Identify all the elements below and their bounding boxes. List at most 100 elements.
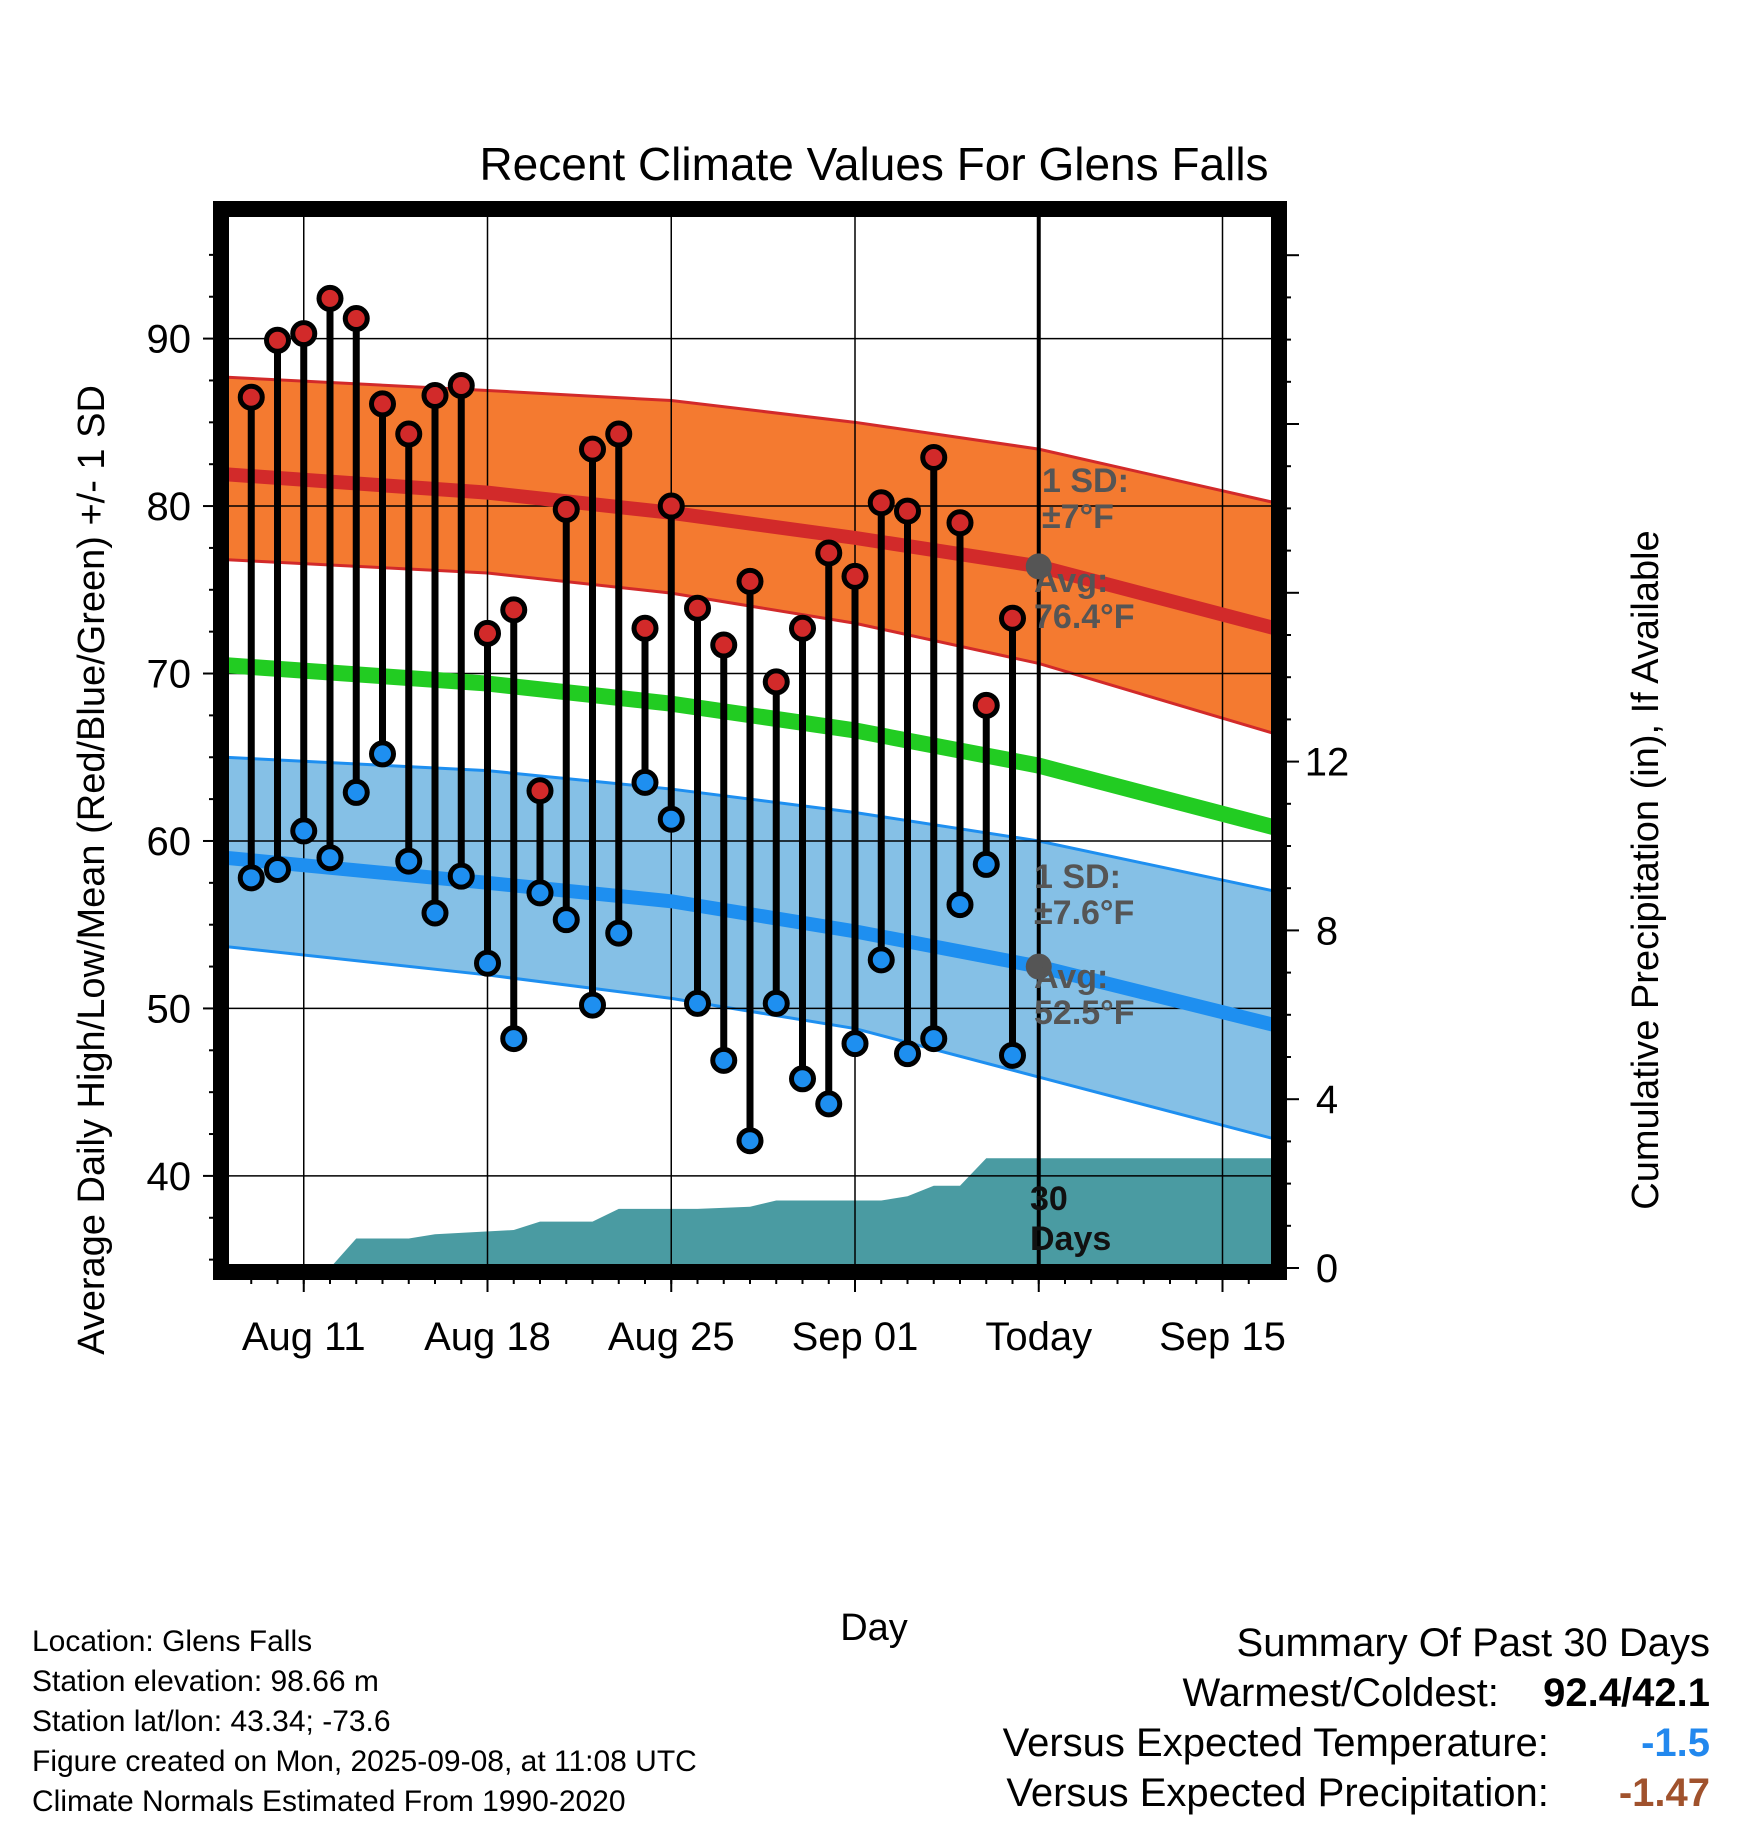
daily-high-point [552,495,580,523]
high-sd-label: 1 SD: [1042,462,1129,500]
summary-heading: Summary Of Past 30 Days [1236,1621,1710,1665]
low-sd-upper-line [225,755,1275,893]
x-tick-label-sep-15: Sep 15 [1159,1315,1286,1359]
daily-high-point [342,305,370,332]
info-elevation: Station elevation: 98.66 m [32,1665,379,1698]
y-tick-label-70: 70 [147,653,192,697]
high-avg-value: 76.4°F [1034,598,1135,636]
daily-low-point [841,1030,869,1058]
high-normal-line [225,467,1275,636]
daily-high-point [395,420,423,448]
high-sd-lower-line [225,558,1275,736]
low-avg-value: 52.5°F [1034,994,1135,1032]
x-tick-label-aug-18: Aug 18 [424,1315,551,1359]
daily-high-point [526,777,554,805]
daily-high-point [631,614,659,642]
low-sd-lower-line [225,944,1275,1141]
daily-low-point [762,989,790,1017]
climate-chart: Recent Climate Values For Glens Falls 1 … [71,138,1667,1359]
daily-low-point [264,855,291,883]
daily-high-point [237,383,265,411]
daily-low-point [631,768,659,796]
daily-low-point [237,864,265,892]
daily-high-point [316,284,344,312]
daily-high-point [710,631,738,659]
y2-tick-label-8: 8 [1316,909,1338,953]
period-days-unit: Days [1030,1220,1111,1258]
summary-temp: Versus Expected Temperature: -1.5 [1003,1718,1710,1768]
station-info: Location: Glens Falls Station elevation:… [32,1622,697,1822]
y-tick-label-60: 60 [147,820,192,864]
daily-low-point [920,1025,948,1053]
y2-tick-label-0: 0 [1316,1247,1338,1291]
info-created: Figure created on Mon, 2025-09-08, at 11… [32,1745,697,1778]
x-tick-label-sep-01: Sep 01 [792,1315,919,1359]
y-tick-label-90: 90 [147,318,192,362]
precip-area [251,1158,1275,1268]
daily-high-point [264,326,291,354]
daily-low-point [579,991,606,1019]
plot-inner [225,213,1275,1268]
y-tick-label-80: 80 [147,485,192,529]
daily-low-point [736,1127,764,1155]
daily-high-point [841,562,869,590]
daily-low-point [369,740,396,768]
daily-low-point [946,891,974,919]
daily-high-point [946,509,974,537]
daily-high-point [762,668,790,696]
today-low-avg-marker [1025,953,1052,980]
daily-high-point [290,320,318,348]
daily-high-point [815,539,843,567]
daily-high-point [999,604,1026,632]
x-tick-label-today: Today [985,1315,1092,1359]
daily-low-point [316,844,344,872]
y2-tick-label-12: 12 [1305,741,1350,785]
daily-high-point [369,390,396,418]
temp-value: -1.5 [1641,1721,1710,1765]
daily-high-point [867,489,895,517]
precip-label: Versus Expected Precipitation: [1006,1771,1549,1815]
summary-precip: Versus Expected Precipitation: -1.47 [1003,1768,1710,1818]
daily-high-point [894,497,921,525]
warm-cold-value: 92.4/42.1 [1543,1671,1710,1715]
daily-low-point [342,778,370,806]
x-axis-title-area: Day [840,1607,908,1649]
daily-low-point [815,1090,843,1118]
x-axis-title: Day [840,1607,908,1649]
daily-low-point [526,879,554,907]
period-days-number: 30 [1030,1180,1068,1218]
y-tick-label-50: 50 [147,987,192,1031]
daily-low-point [867,946,895,974]
daily-high-point [920,443,948,471]
y-axis-label: Average Daily High/Low/Mean (Red/Blue/Gr… [71,385,113,1355]
mean-normal-line [225,657,1275,836]
daily-low-point [684,989,711,1017]
info-location: Location: Glens Falls [32,1625,313,1658]
daily-high-point [579,435,606,463]
daily-high-point [789,614,816,642]
high-sd-value: ±7°F [1042,498,1114,536]
summary-panel: Summary Of Past 30 Days Warmest/Coldest:… [1003,1618,1710,1818]
plot-frame [213,201,1287,1280]
info-normals: Climate Normals Estimated From 1990-2020 [32,1785,626,1818]
daily-high-point [736,567,764,595]
daily-low-point [605,919,633,947]
daily-low-point [447,862,475,890]
low-sd-label: 1 SD: [1034,858,1121,896]
daily-low-point [972,850,1000,878]
low-avg-label: Avg: [1034,958,1108,996]
daily-high-point [605,420,633,448]
daily-low-point [474,949,501,977]
temp-label: Versus Expected Temperature: [1002,1721,1549,1765]
daily-high-point [447,371,475,399]
daily-low-point [999,1041,1026,1069]
low-normal-line [225,850,1275,1032]
daily-high-point [500,596,528,624]
summary-warm-cold: Warmest/Coldest: 92.4/42.1 [1003,1668,1711,1718]
y2-tick-label-4: 4 [1316,1078,1338,1122]
low-sd-value: ±7.6°F [1034,894,1134,932]
daily-low-point [552,906,580,934]
daily-low-point [894,1040,921,1068]
y2-axis-label: Cumulative Precipitation (in), If Availa… [1625,530,1667,1209]
